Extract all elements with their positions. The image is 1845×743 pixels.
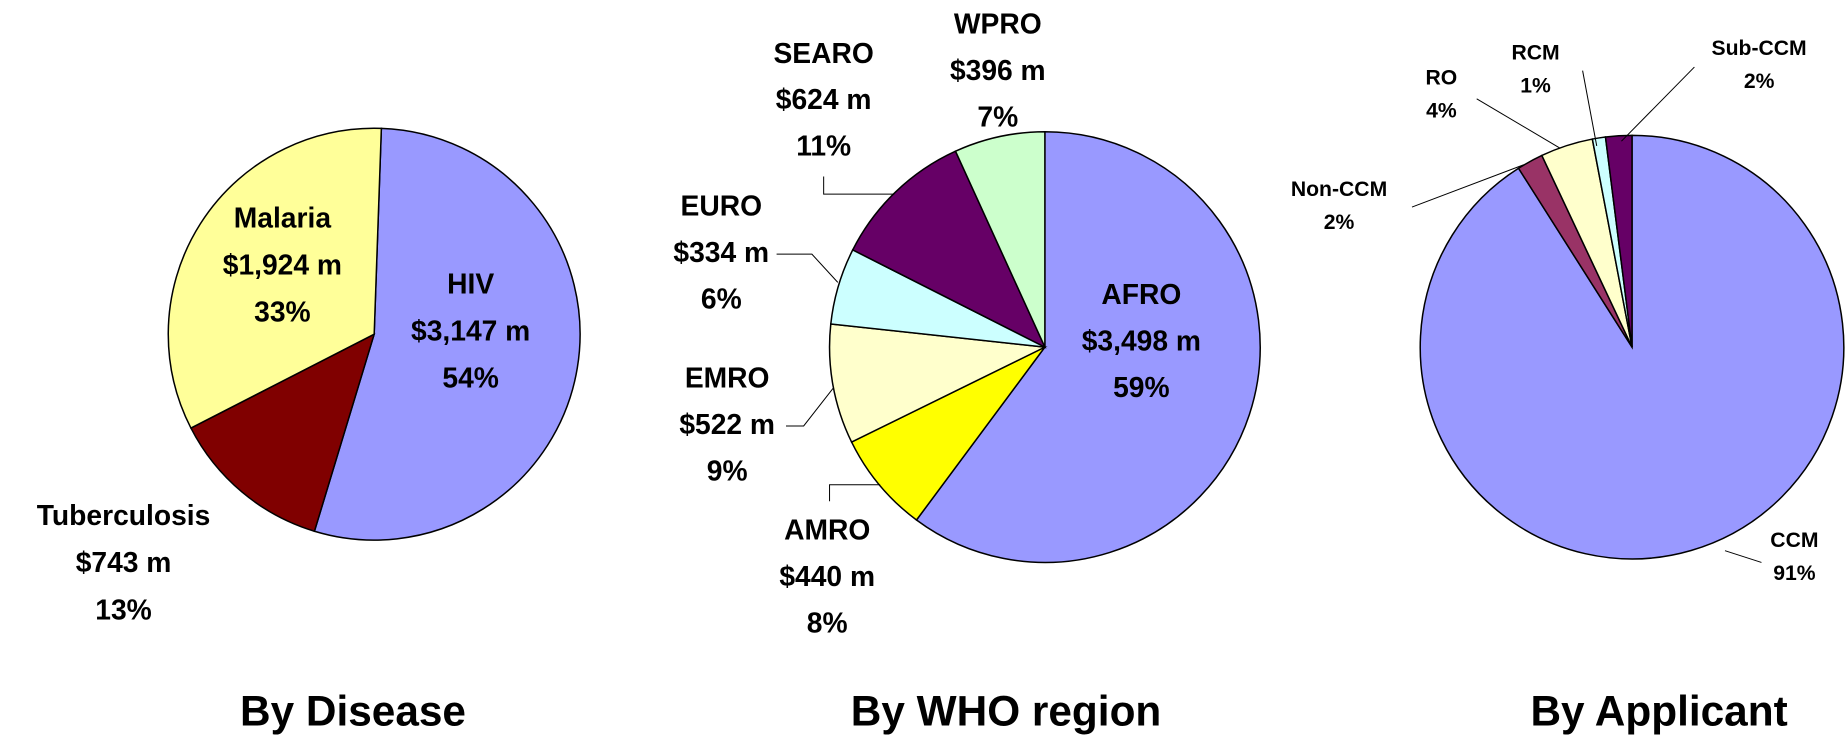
value-label: $3,147 m [411,314,530,346]
value-label: 4% [1426,99,1457,122]
value-label: $3,498 m [1082,324,1201,356]
leader-line [1411,164,1524,208]
percent-label: 9% [707,454,748,486]
chart-title: By Disease [240,687,466,734]
leader-line [786,387,834,427]
percent-label: 11% [796,130,851,162]
chart-title: By Applicant [1530,687,1787,734]
leader-line [823,176,895,195]
percent-label: 7% [977,100,1018,132]
leader-line [776,253,839,283]
category-label: Tuberculosis [37,499,211,531]
category-label: AMRO [784,513,870,545]
value-label: $522 m [679,408,775,440]
percent-label: 6% [701,283,742,315]
category-label: SEARO [773,37,873,69]
leader-line [1724,550,1762,563]
value-label: 1% [1520,75,1551,98]
category-label: Malaria [234,201,332,233]
category-label: Sub-CCM [1712,37,1807,60]
leader-line [1621,66,1695,142]
category-label: HIV [447,267,494,299]
percent-label: 13% [95,593,151,625]
category-label: Non-CCM [1291,178,1387,201]
value-label: 2% [1744,70,1775,93]
pie-slice [954,131,1046,348]
percent-label: 8% [807,606,848,638]
leader-line [1582,70,1598,146]
pie-slice [915,131,1261,564]
value-label: $624 m [776,83,872,115]
value-label: 2% [1324,211,1355,234]
pie-slice [851,150,1047,349]
leader-line [1476,98,1561,149]
category-label: RCM [1511,42,1559,65]
value-label: $396 m [950,54,1046,86]
percent-label: 33% [254,296,310,328]
category-label: EURO [681,190,763,222]
pie-slice [1604,134,1633,348]
category-label: AFRO [1101,278,1181,310]
pie-slice [313,127,581,541]
pie-slice [828,323,1048,444]
category-label: WPRO [954,7,1042,39]
percent-label: 54% [442,362,498,394]
pie-slice [189,332,376,533]
value-label: $440 m [779,560,875,592]
pie-slice [167,127,383,430]
category-label: RO [1426,66,1458,89]
percent-label: 59% [1113,371,1169,403]
value-label: $1,924 m [223,249,342,281]
value-label: 91% [1773,562,1816,585]
value-label: $334 m [673,236,769,268]
chart-title: By WHO region [851,687,1162,734]
value-label: $743 m [76,546,172,578]
category-label: CCM [1770,529,1818,552]
category-label: EMRO [685,362,770,394]
leader-line [829,484,881,502]
